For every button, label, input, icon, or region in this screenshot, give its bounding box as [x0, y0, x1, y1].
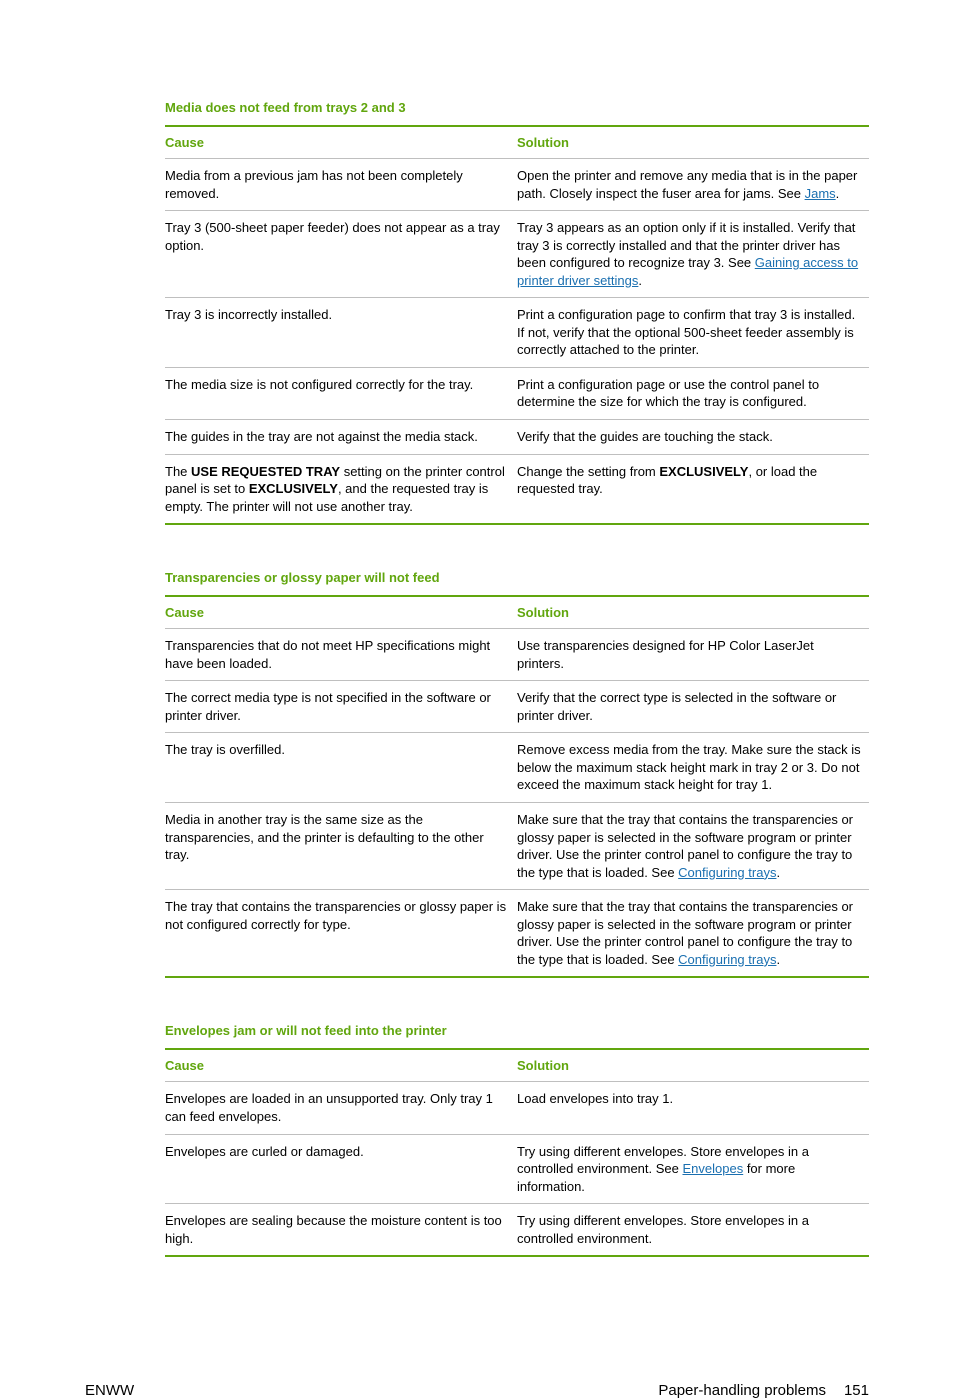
table-row: The tray that contains the transparencie…	[165, 890, 869, 978]
column-header-cause: Cause	[165, 596, 517, 629]
solution-cell: Try using different envelopes. Store env…	[517, 1134, 869, 1204]
column-header-solution: Solution	[517, 126, 869, 159]
cause-cell: Transparencies that do not meet HP speci…	[165, 629, 517, 681]
cause-cell: Envelopes are sealing because the moistu…	[165, 1204, 517, 1257]
cause-cell: The tray is overfilled.	[165, 733, 517, 803]
solution-cell: Tray 3 appears as an option only if it i…	[517, 211, 869, 298]
table-row: The guides in the tray are not against t…	[165, 420, 869, 455]
cause-cell: Media from a previous jam has not been c…	[165, 159, 517, 211]
cause-cell: Tray 3 is incorrectly installed.	[165, 298, 517, 368]
footer-left: ENWW	[85, 1382, 134, 1399]
footer-section-label: Paper-handling problems	[658, 1382, 826, 1399]
cross-reference-link[interactable]: Configuring trays	[678, 865, 776, 880]
table-row: Transparencies that do not meet HP speci…	[165, 629, 869, 681]
table-row: Envelopes are curled or damaged.Try usin…	[165, 1134, 869, 1204]
solution-cell: Print a configuration page to confirm th…	[517, 298, 869, 368]
section-title: Envelopes jam or will not feed into the …	[165, 1023, 869, 1038]
cross-reference-link[interactable]: Jams	[805, 186, 836, 201]
table-row: The tray is overfilled.Remove excess med…	[165, 733, 869, 803]
cause-cell: Tray 3 (500-sheet paper feeder) does not…	[165, 211, 517, 298]
solution-cell: Print a configuration page or use the co…	[517, 367, 869, 419]
solution-cell: Make sure that the tray that contains th…	[517, 890, 869, 978]
table-row: The media size is not configured correct…	[165, 367, 869, 419]
section-title: Transparencies or glossy paper will not …	[165, 570, 869, 585]
cause-cell: The tray that contains the transparencie…	[165, 890, 517, 978]
solution-cell: Verify that the guides are touching the …	[517, 420, 869, 455]
cross-reference-link[interactable]: Gaining access to printer driver setting…	[517, 255, 858, 288]
cross-reference-link[interactable]: Envelopes	[682, 1161, 743, 1176]
column-header-cause: Cause	[165, 126, 517, 159]
troubleshoot-table: CauseSolutionMedia from a previous jam h…	[165, 125, 869, 525]
cause-cell: Envelopes are curled or damaged.	[165, 1134, 517, 1204]
section-title: Media does not feed from trays 2 and 3	[165, 100, 869, 115]
solution-cell: Try using different envelopes. Store env…	[517, 1204, 869, 1257]
solution-cell: Change the setting from EXCLUSIVELY, or …	[517, 454, 869, 524]
column-header-solution: Solution	[517, 1049, 869, 1082]
table-row: Envelopes are loaded in an unsupported t…	[165, 1082, 869, 1134]
cause-cell: The guides in the tray are not against t…	[165, 420, 517, 455]
table-row: Media in another tray is the same size a…	[165, 803, 869, 890]
table-row: Tray 3 is incorrectly installed.Print a …	[165, 298, 869, 368]
cause-cell: The media size is not configured correct…	[165, 367, 517, 419]
solution-cell: Use transparencies designed for HP Color…	[517, 629, 869, 681]
table-row: Envelopes are sealing because the moistu…	[165, 1204, 869, 1257]
bold-term: USE REQUESTED TRAY	[191, 464, 340, 479]
cause-cell: Media in another tray is the same size a…	[165, 803, 517, 890]
solution-cell: Verify that the correct type is selected…	[517, 681, 869, 733]
troubleshoot-table: CauseSolutionTransparencies that do not …	[165, 595, 869, 978]
table-row: Tray 3 (500-sheet paper feeder) does not…	[165, 211, 869, 298]
column-header-cause: Cause	[165, 1049, 517, 1082]
solution-cell: Load envelopes into tray 1.	[517, 1082, 869, 1134]
bold-term: EXCLUSIVELY	[659, 464, 748, 479]
bold-term: EXCLUSIVELY	[249, 481, 338, 496]
troubleshoot-table: CauseSolutionEnvelopes are loaded in an …	[165, 1048, 869, 1257]
solution-cell: Open the printer and remove any media th…	[517, 159, 869, 211]
table-row: The USE REQUESTED TRAY setting on the pr…	[165, 454, 869, 524]
column-header-solution: Solution	[517, 596, 869, 629]
footer-page-number: 151	[844, 1382, 869, 1399]
cross-reference-link[interactable]: Configuring trays	[678, 952, 776, 967]
cause-cell: The correct media type is not specified …	[165, 681, 517, 733]
solution-cell: Make sure that the tray that contains th…	[517, 803, 869, 890]
solution-cell: Remove excess media from the tray. Make …	[517, 733, 869, 803]
table-row: Media from a previous jam has not been c…	[165, 159, 869, 211]
table-row: The correct media type is not specified …	[165, 681, 869, 733]
cause-cell: Envelopes are loaded in an unsupported t…	[165, 1082, 517, 1134]
cause-cell: The USE REQUESTED TRAY setting on the pr…	[165, 454, 517, 524]
